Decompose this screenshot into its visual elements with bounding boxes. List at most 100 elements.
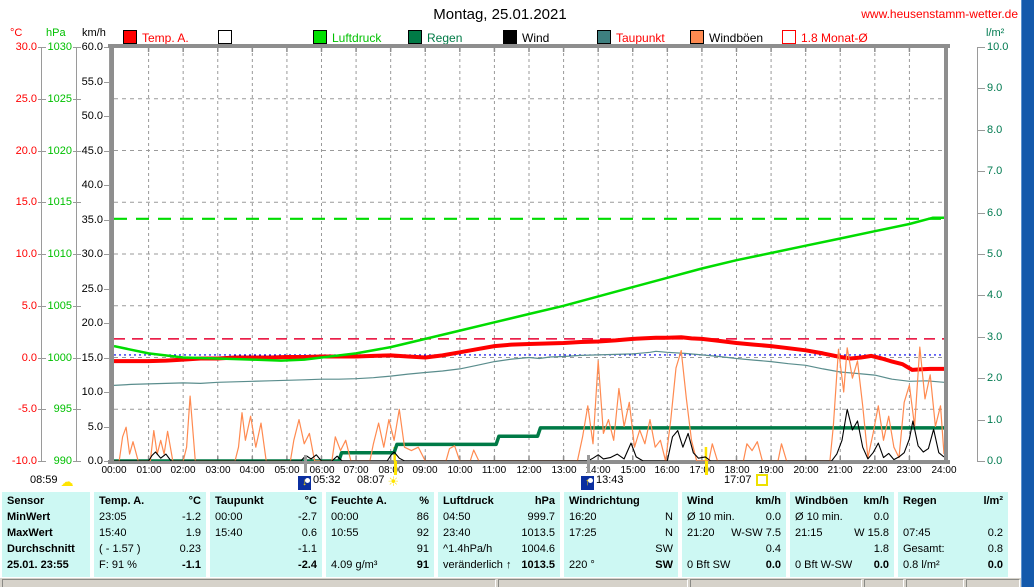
status-panel-3 [864, 579, 904, 587]
temp-axis-tick-label: -10.0 [11, 455, 37, 467]
x-tick-label: 04:00 [239, 465, 265, 476]
table-column-wind: Wind km/h Ø 10 min. 0.0 21:20 W-SW 7.5 0.4 0 Bf… [682, 492, 786, 577]
pressure-axis-tick-label: 1005 [47, 300, 72, 312]
legend-item-wind[interactable]: Wind [503, 30, 550, 45]
rain-axis-tick-label: 6.0 [987, 207, 1003, 219]
legend-item-1-8-monat-[interactable]: 1.8 Monat-Ø [782, 30, 868, 45]
column-unit: l/m² [983, 495, 1003, 507]
table-cell-row: Ø 10 min. 0.0 [795, 509, 889, 525]
rain-axis-tick-label: 2.0 [987, 372, 1003, 384]
temp-axis-tick [38, 409, 46, 410]
x-tick-label: 19:00 [758, 465, 784, 476]
plot-right-border [944, 44, 948, 464]
temp-axis-tick [38, 151, 46, 152]
cell-left-value: 21:15 [795, 527, 823, 539]
temp-axis-tick [38, 461, 46, 462]
cell-left-value: ( - 1.57 ) [99, 543, 141, 555]
cell-left-value: 15:40 [99, 527, 127, 539]
table-cell-row: SW [569, 541, 673, 557]
x-tick-label: 22:00 [862, 465, 888, 476]
pressure-axis-tick-label: 1025 [47, 93, 72, 105]
temp-axis-tick-label: 20.0 [15, 145, 37, 157]
x-tick-label: 09:00 [412, 465, 438, 476]
website-link[interactable]: www.heusenstamm-wetter.de [861, 7, 1018, 21]
row-label-4: 25.01. 23:55 [7, 557, 85, 573]
cell-right-value: 91 [416, 559, 429, 571]
cell-left-value: 21:20 [687, 527, 715, 539]
pressure-axis-tick-label: 995 [53, 403, 72, 415]
table-column-temp-a-: Temp. A. °C 23:05 -1.2 15:40 1.9 ( - 1.57 ) 0.2… [94, 492, 206, 577]
legend-swatch-icon[interactable] [503, 30, 517, 44]
sunrise-marker: 08:07 ☀ [357, 474, 399, 489]
wind-axis-tick [104, 289, 112, 290]
pressure-axis-tick [73, 358, 81, 359]
moonrise-tick-stub [587, 455, 590, 473]
rain-axis-tick-label: 3.0 [987, 331, 1003, 343]
legend-label: Taupunkt [616, 31, 665, 45]
column-unit: hPa [534, 495, 555, 507]
x-tick-label: 16:00 [654, 465, 680, 476]
legend-item-temp-a-[interactable]: Temp. A. [123, 30, 189, 45]
column-header: Windböen km/h [795, 493, 889, 509]
legend-swatch-icon[interactable] [782, 30, 796, 44]
table-cell-row: 91 [331, 541, 429, 557]
moonset-tick-stub [304, 455, 307, 473]
status-panel-4 [906, 579, 964, 587]
observation-time-marker: 08:59 ☁ [30, 474, 74, 489]
x-tick-label: 18:00 [724, 465, 750, 476]
legend-swatch-icon[interactable] [597, 30, 611, 44]
legend-item-taupunkt[interactable]: Taupunkt [597, 30, 665, 45]
column-header: Taupunkt °C [215, 493, 317, 509]
sunset-tick-stub [705, 461, 708, 475]
wind-axis-tick-label: 30.0 [81, 248, 103, 260]
series-regen [114, 426, 944, 461]
column-header: Windrichtung [569, 493, 673, 509]
rain-axis-tick [977, 378, 985, 379]
wind-axis-tick-label: 15.0 [81, 352, 103, 364]
cell-left-value: 23:40 [443, 527, 471, 539]
x-tick-label: 08:00 [378, 465, 404, 476]
legend-swatch-icon[interactable] [123, 30, 137, 44]
pressure-axis-tick [73, 409, 81, 410]
column-unit: % [419, 495, 429, 507]
moonset-icon: ↓ [298, 476, 311, 490]
x-tick-label: 13:00 [551, 465, 577, 476]
row-label-1: MinWert [7, 509, 85, 525]
wind-axis-tick-label: 5.0 [87, 421, 103, 433]
legend-swatch-icon[interactable] [313, 30, 327, 44]
legend-item-regen[interactable]: Regen [408, 30, 462, 45]
rain-axis-tick [977, 337, 985, 338]
cell-left-value: 0.8 l/m² [903, 559, 940, 571]
legend-label: Wind [522, 31, 550, 45]
cell-right-value: 1013.5 [521, 559, 555, 571]
legend-item-luftdruck[interactable]: Luftdruck [313, 30, 381, 45]
temp-axis-tick [38, 47, 46, 48]
wind-axis-tick [104, 220, 112, 221]
rain-axis-tick [977, 130, 985, 131]
cell-right-value: 0.23 [179, 543, 201, 555]
legend-item-empty[interactable] [218, 30, 237, 44]
cell-right-value: -1.2 [182, 511, 201, 523]
legend-item-windb-en[interactable]: Windböen [690, 30, 763, 45]
table-cell-row: Gesamt: 0.8 [903, 541, 1003, 557]
cell-right-value: 0.0 [873, 511, 889, 523]
wind-axis-tick [104, 151, 112, 152]
moonrise-marker-label: 13:43 [596, 474, 624, 486]
row-label-3: Durchschnitt [7, 541, 85, 557]
legend-swatch-icon[interactable] [690, 30, 704, 44]
row-label-text: MinWert [7, 511, 51, 523]
column-header: Regen l/m² [903, 493, 1003, 509]
sensor-summary-table: Sensor MinWert MaxWert Durchschnitt 25.01. 2… [2, 492, 1008, 577]
table-column-taupunkt: Taupunkt °C 00:00 -2.7 15:40 0.6 -1.1 -2.4 [210, 492, 322, 577]
status-panel-1 [498, 579, 688, 587]
column-name: Feuchte A. [331, 495, 387, 507]
wind-axis-tick-label: 35.0 [81, 214, 103, 226]
table-cell-row: 17:25 N [569, 525, 673, 541]
wind-axis-unit: km/h [82, 27, 106, 39]
legend-swatch-icon[interactable] [218, 30, 232, 44]
cell-right-value: 0.0 [765, 559, 781, 571]
table-cell-row: 10:55 92 [331, 525, 429, 541]
moonset-marker-label: 05:32 [313, 474, 341, 486]
sunset-marker-label: 17:07 [724, 474, 752, 486]
legend-swatch-icon[interactable] [408, 30, 422, 44]
